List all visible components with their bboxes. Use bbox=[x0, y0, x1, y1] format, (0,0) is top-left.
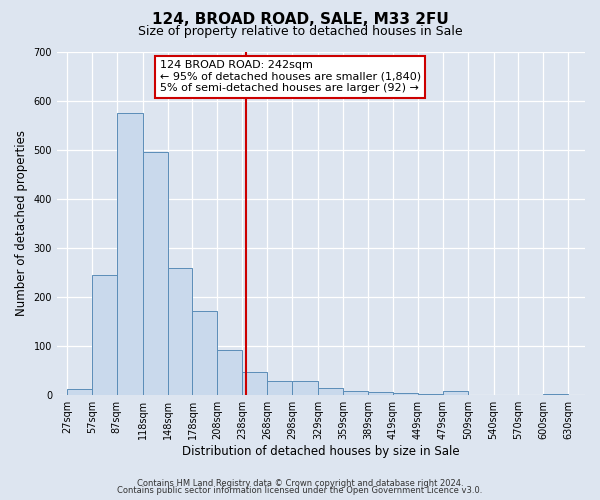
Bar bbox=[67, 389, 92, 394]
Bar bbox=[117, 113, 143, 394]
Text: Size of property relative to detached houses in Sale: Size of property relative to detached ho… bbox=[137, 25, 463, 38]
Bar bbox=[167, 268, 193, 394]
Bar bbox=[393, 393, 418, 394]
Bar bbox=[217, 350, 242, 395]
X-axis label: Distribution of detached houses by size in Sale: Distribution of detached houses by size … bbox=[182, 444, 460, 458]
Text: Contains public sector information licensed under the Open Government Licence v3: Contains public sector information licen… bbox=[118, 486, 482, 495]
Bar bbox=[193, 312, 217, 394]
Bar bbox=[242, 372, 268, 394]
Text: 124 BROAD ROAD: 242sqm
← 95% of detached houses are smaller (1,840)
5% of semi-d: 124 BROAD ROAD: 242sqm ← 95% of detached… bbox=[160, 60, 421, 94]
Y-axis label: Number of detached properties: Number of detached properties bbox=[15, 130, 28, 316]
Bar bbox=[443, 391, 468, 394]
Bar bbox=[318, 388, 343, 394]
Bar bbox=[368, 392, 393, 394]
Bar bbox=[343, 391, 368, 394]
Text: Contains HM Land Registry data © Crown copyright and database right 2024.: Contains HM Land Registry data © Crown c… bbox=[137, 478, 463, 488]
Bar bbox=[292, 381, 318, 394]
Bar bbox=[268, 381, 292, 394]
Bar bbox=[92, 274, 117, 394]
Bar bbox=[143, 152, 167, 394]
Text: 124, BROAD ROAD, SALE, M33 2FU: 124, BROAD ROAD, SALE, M33 2FU bbox=[152, 12, 448, 28]
